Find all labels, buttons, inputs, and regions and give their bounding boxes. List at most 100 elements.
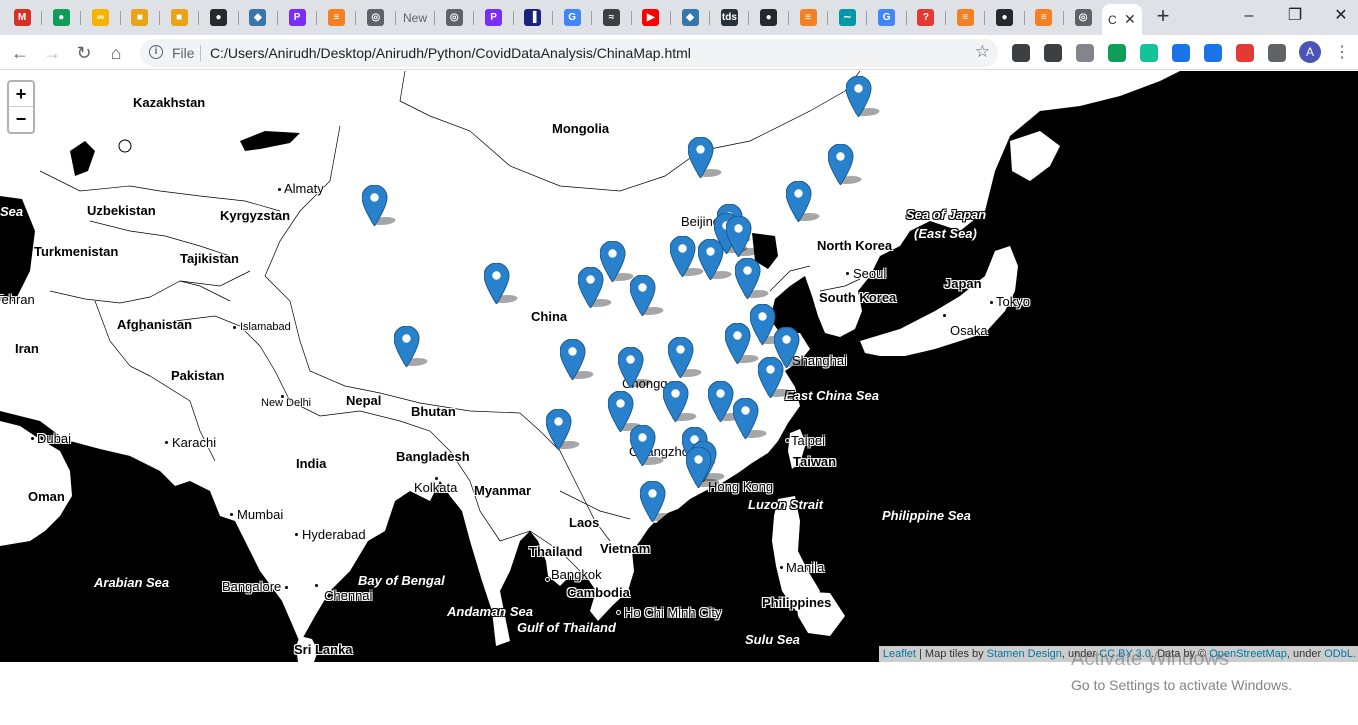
- forward-button[interactable]: →: [43, 43, 61, 63]
- cloud-icon[interactable]: [1076, 44, 1094, 62]
- osm-link[interactable]: OpenStreetMap: [1209, 648, 1287, 660]
- map-marker-icon[interactable]: [686, 447, 726, 488]
- map-marker-icon[interactable]: [484, 263, 524, 304]
- map-marker-icon[interactable]: [733, 398, 773, 439]
- google-icon: G: [878, 9, 896, 26]
- new-tab-button[interactable]: +: [1156, 3, 1170, 28]
- browser-tab[interactable]: ●: [41, 4, 82, 31]
- map-marker-icon[interactable]: [725, 323, 765, 364]
- stamen-link[interactable]: Stamen Design: [986, 648, 1062, 660]
- zoom-out-button[interactable]: −: [15, 109, 27, 129]
- reload-button[interactable]: ↻: [76, 43, 92, 63]
- minimize-button[interactable]: –: [1244, 7, 1254, 24]
- browser-tab[interactable]: ?: [906, 4, 946, 31]
- back-button[interactable]: ←: [11, 43, 29, 63]
- map-marker-icon[interactable]: [630, 425, 670, 466]
- browser-tab[interactable]: ≡: [1024, 4, 1064, 31]
- browser-tab[interactable]: New: [395, 4, 435, 31]
- browser-tab[interactable]: ◎: [1063, 4, 1104, 31]
- map-marker-icon[interactable]: [846, 76, 886, 117]
- restore-button[interactable]: ❐: [1287, 7, 1303, 24]
- browser-tab[interactable]: P: [474, 4, 514, 31]
- browser-tab[interactable]: G: [552, 4, 593, 31]
- p-icon: P: [288, 9, 306, 26]
- caspian-sea: [0, 196, 35, 301]
- map-marker-icon[interactable]: [670, 236, 710, 277]
- close-tab-icon[interactable]: ✕: [1124, 11, 1136, 27]
- map-marker-icon[interactable]: [578, 267, 618, 308]
- map-marker-icon[interactable]: [726, 216, 766, 257]
- city-dot-tokyo: [989, 300, 994, 305]
- tab-active[interactable]: C ✕: [1102, 4, 1142, 35]
- tab-separator: [80, 11, 82, 25]
- download-icon[interactable]: [1172, 44, 1190, 62]
- url-text[interactable]: C:/Users/Anirudh/Desktop/Anirudh/Python/…: [210, 45, 691, 61]
- browser-tab[interactable]: ∼: [827, 4, 868, 31]
- leaf-icon[interactable]: [1108, 44, 1126, 62]
- screenshot-icon[interactable]: [1236, 44, 1254, 62]
- home-button[interactable]: ⌂: [110, 43, 122, 63]
- stackoverflow-icon: ≡: [327, 9, 345, 26]
- ccby-link[interactable]: CC BY 3.0: [1099, 648, 1151, 660]
- map-marker-icon[interactable]: [546, 409, 586, 450]
- browser-tab[interactable]: ≡: [788, 4, 828, 31]
- browser-tab[interactable]: ●: [985, 4, 1025, 31]
- speedometer-icon[interactable]: [1012, 44, 1030, 62]
- map-marker-icon[interactable]: [750, 304, 790, 345]
- close-window-button[interactable]: ✕: [1334, 7, 1348, 24]
- tab-separator: [787, 11, 789, 25]
- browser-tab[interactable]: tds: [709, 4, 750, 31]
- map-marker-icon[interactable]: [560, 339, 600, 380]
- odbl-link[interactable]: ODbL.: [1324, 648, 1356, 660]
- shield-icon[interactable]: [1044, 44, 1062, 62]
- map-marker-icon[interactable]: [774, 327, 814, 368]
- browser-tab[interactable]: ▐: [513, 4, 553, 31]
- tab-separator: [905, 11, 907, 25]
- browser-tab[interactable]: ◆: [238, 4, 278, 31]
- site-info-icon[interactable]: i: [149, 45, 163, 59]
- map-marker-icon[interactable]: [663, 381, 703, 422]
- browser-tab[interactable]: P: [277, 4, 318, 31]
- map-marker-icon[interactable]: [362, 185, 402, 226]
- map-marker-icon[interactable]: [600, 241, 640, 282]
- map-marker-icon[interactable]: [394, 326, 434, 367]
- grammarly-icon[interactable]: [1140, 44, 1158, 62]
- browser-tab[interactable]: ●: [749, 4, 789, 31]
- leaflet-link[interactable]: Leaflet: [882, 648, 916, 660]
- browser-tab[interactable]: ≈: [592, 4, 632, 31]
- browser-tab[interactable]: M: [2, 4, 42, 31]
- download-icon[interactable]: [1204, 44, 1222, 62]
- profile-avatar[interactable]: A: [1299, 41, 1321, 63]
- browser-tab[interactable]: ◎: [356, 4, 396, 31]
- leaflet-map[interactable]: + − Kazakhstan Mongolia Almaty Uzbekista…: [0, 71, 1358, 662]
- map-marker-icon[interactable]: [735, 258, 775, 299]
- label-karachi: Karachi: [172, 435, 217, 450]
- browser-tab[interactable]: ●: [199, 4, 239, 31]
- zoom-in-button[interactable]: +: [9, 82, 33, 107]
- browser-tab[interactable]: ■: [120, 4, 160, 31]
- browser-tab[interactable]: ▶: [631, 4, 671, 31]
- browser-tab[interactable]: ◆: [670, 4, 711, 31]
- city-dot-chennai: [314, 583, 319, 588]
- browser-tab[interactable]: ≡: [945, 4, 986, 31]
- bookmark-star-icon[interactable]: ☆: [974, 42, 990, 61]
- label-mumbai: Mumbai: [237, 507, 284, 522]
- browser-tab[interactable]: ∞: [81, 4, 121, 31]
- map-marker-icon[interactable]: [630, 275, 670, 316]
- map-marker-icon[interactable]: [618, 347, 658, 388]
- browser-tab[interactable]: ◎: [434, 4, 475, 31]
- map-marker-icon[interactable]: [688, 137, 728, 178]
- map-marker-icon[interactable]: [668, 337, 708, 378]
- map-marker-icon[interactable]: [828, 144, 868, 185]
- browser-tab[interactable]: ■: [159, 4, 200, 31]
- browser-tab[interactable]: ≡: [316, 4, 357, 31]
- attribution-text: . Data by ©: [1150, 648, 1210, 660]
- map-marker-icon[interactable]: [786, 181, 826, 222]
- map-marker-icon[interactable]: [758, 357, 798, 398]
- map-marker-icon[interactable]: [640, 481, 680, 522]
- browser-tab[interactable]: G: [867, 4, 907, 31]
- puzzle-icon[interactable]: [1268, 44, 1286, 62]
- map-marker-icon[interactable]: [698, 239, 738, 280]
- address-bar[interactable]: i File C:/Users/Anirudh/Desktop/Anirudh/…: [140, 39, 998, 67]
- more-menu-icon[interactable]: ⋮: [1334, 44, 1350, 61]
